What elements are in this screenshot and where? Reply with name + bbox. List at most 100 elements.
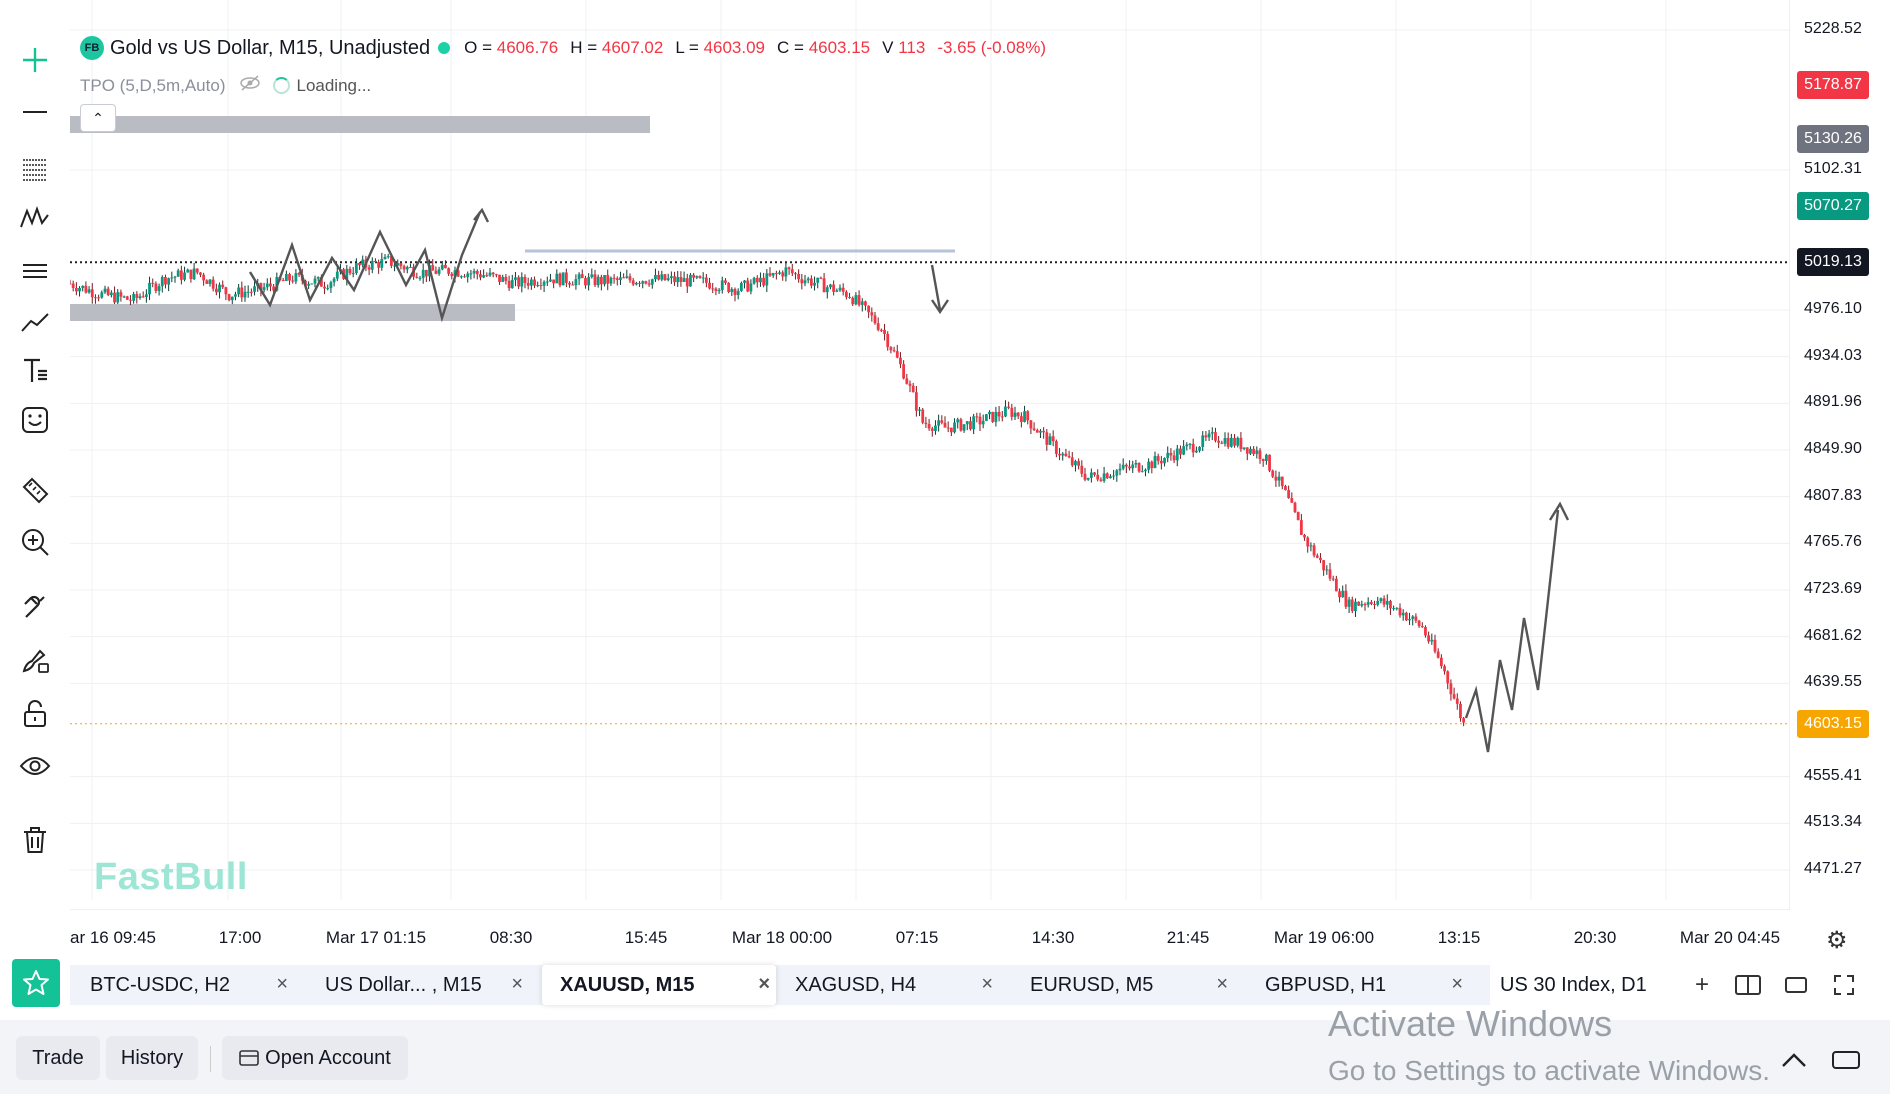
candle-body	[1223, 438, 1227, 444]
zoom-in-tool-button[interactable]	[12, 520, 58, 564]
candle-body	[1271, 470, 1275, 477]
candle-body	[727, 282, 731, 293]
history-button[interactable]: History	[106, 1036, 198, 1080]
text-tool-tool-button[interactable]	[12, 348, 58, 392]
candle-body	[1131, 464, 1135, 469]
chevron-up-icon[interactable]	[1778, 1044, 1810, 1076]
candle-body	[218, 284, 221, 293]
candle-body	[1249, 448, 1252, 454]
candle-body	[1080, 465, 1084, 474]
candle-body	[663, 274, 667, 281]
candle-body	[1255, 450, 1259, 455]
tab-us-dollar-m15[interactable]: US Dollar... , M15 ×	[307, 965, 529, 1005]
candle-body	[886, 334, 890, 348]
add-tab-plus-icon[interactable]: +	[1694, 971, 1709, 998]
tab-eurusd-m5[interactable]: EURUSD, M5 ×	[1012, 965, 1234, 1005]
hide-indicator-icon[interactable]	[239, 74, 261, 97]
candle-body	[386, 256, 390, 258]
candle-body	[650, 279, 654, 285]
candle-body	[574, 279, 578, 286]
single-layout-icon[interactable]	[1780, 969, 1812, 1001]
candle-body	[1004, 406, 1007, 417]
time-tick-label: 13:15	[1437, 928, 1481, 947]
tab-btc-usdc-h2[interactable]: BTC-USDC, H2 ×	[72, 965, 294, 1005]
candle-body	[526, 282, 530, 286]
horizontal-line-tool-button[interactable]	[12, 90, 58, 134]
candle-body	[269, 283, 272, 287]
candle-body	[348, 268, 352, 274]
price-tick-label: 4849.90	[1804, 439, 1862, 457]
candle-body	[129, 299, 132, 301]
price-chart[interactable]	[70, 0, 1790, 910]
close-tab-icon[interactable]: ×	[1451, 973, 1463, 995]
collapse-legend-button[interactable]: ⌃	[80, 104, 116, 132]
trash-tool-button[interactable]	[12, 818, 58, 862]
candle-body	[154, 283, 158, 291]
candle-body	[711, 288, 715, 290]
candle-body	[1175, 448, 1179, 461]
candle-body	[405, 267, 409, 270]
candle-body	[634, 282, 638, 285]
close-tab-icon[interactable]: ×	[276, 973, 288, 995]
price-tick-label: 4639.55	[1804, 673, 1862, 691]
minimize-panel-icon[interactable]	[1830, 1044, 1862, 1076]
candle-body	[1306, 537, 1310, 547]
candle-body	[358, 262, 361, 266]
chart-settings-gear-icon[interactable]: ⚙	[1826, 927, 1848, 954]
tab-xagusd-h4[interactable]: XAGUSD, H4 ×	[777, 965, 999, 1005]
open-account-button[interactable]: Open Account	[222, 1036, 408, 1080]
parallel-channel-tool-button[interactable]	[12, 248, 58, 292]
candle-body	[1338, 591, 1341, 598]
candle-body	[1204, 435, 1208, 438]
pattern-tool-button[interactable]	[12, 196, 58, 240]
symbol-title[interactable]: Gold vs US Dollar, M15, Unadjusted	[110, 36, 431, 59]
close-tab-icon[interactable]: ×	[758, 973, 770, 995]
candle-body	[189, 269, 193, 280]
fullscreen-icon[interactable]	[1828, 969, 1860, 1001]
candle-body	[1315, 555, 1319, 558]
close-tab-icon[interactable]: ×	[981, 973, 993, 995]
favorites-button[interactable]	[12, 959, 60, 1007]
candle-body	[1277, 476, 1281, 481]
fib-lines-tool-button[interactable]	[12, 146, 58, 190]
candle-body	[447, 268, 451, 274]
candle-body	[1074, 461, 1077, 466]
candle-body	[1379, 598, 1383, 601]
time-tick-label: 08:30	[489, 928, 533, 947]
close-tab-icon[interactable]: ×	[1216, 973, 1228, 995]
candle-body	[1417, 620, 1421, 627]
tab-xauusd-m15[interactable]: XAUUSD, M15 ×	[542, 965, 776, 1005]
candle-body	[380, 259, 384, 268]
close-tab-icon[interactable]: ×	[511, 973, 523, 995]
candle-body	[829, 284, 832, 288]
candle-body	[1319, 557, 1322, 561]
split-layout-icon[interactable]	[1732, 969, 1764, 1001]
tab-gbpusd-h1[interactable]: GBPUSD, H1 ×	[1247, 965, 1469, 1005]
ruler-tool-button[interactable]	[12, 468, 58, 512]
candle-body	[1109, 476, 1112, 479]
indicator-name[interactable]: TPO (5,D,5m,Auto)	[80, 75, 226, 95]
trade-button[interactable]: Trade	[16, 1036, 100, 1080]
candle-body	[167, 278, 171, 285]
magnet-tool-button[interactable]	[12, 586, 58, 630]
chart-area[interactable]	[70, 0, 1790, 910]
candle-body	[1252, 448, 1256, 455]
lock-icon	[24, 700, 46, 727]
candle-body	[1420, 626, 1424, 628]
candle-body	[1268, 454, 1271, 471]
lock-tool-button[interactable]	[12, 692, 58, 736]
candle-body	[507, 280, 511, 289]
trend-line-tool-button[interactable]	[12, 300, 58, 344]
eye-tool-button[interactable]	[12, 744, 58, 788]
candle-body	[1124, 464, 1128, 467]
tab-us-30-index-d1[interactable]: US 30 Index, D1	[1482, 965, 1682, 1005]
candle-body	[332, 278, 336, 283]
candle-body	[1274, 476, 1278, 481]
candle-body	[638, 282, 641, 284]
brush-lock-tool-button[interactable]	[12, 638, 58, 682]
zigzag-projection	[1464, 509, 1560, 753]
indicator-row[interactable]: TPO (5,D,5m,Auto) Loading...	[80, 74, 371, 97]
candle-body	[937, 420, 941, 426]
crosshair-tool-button[interactable]	[12, 38, 58, 82]
emoji-tool-button[interactable]	[12, 398, 58, 442]
